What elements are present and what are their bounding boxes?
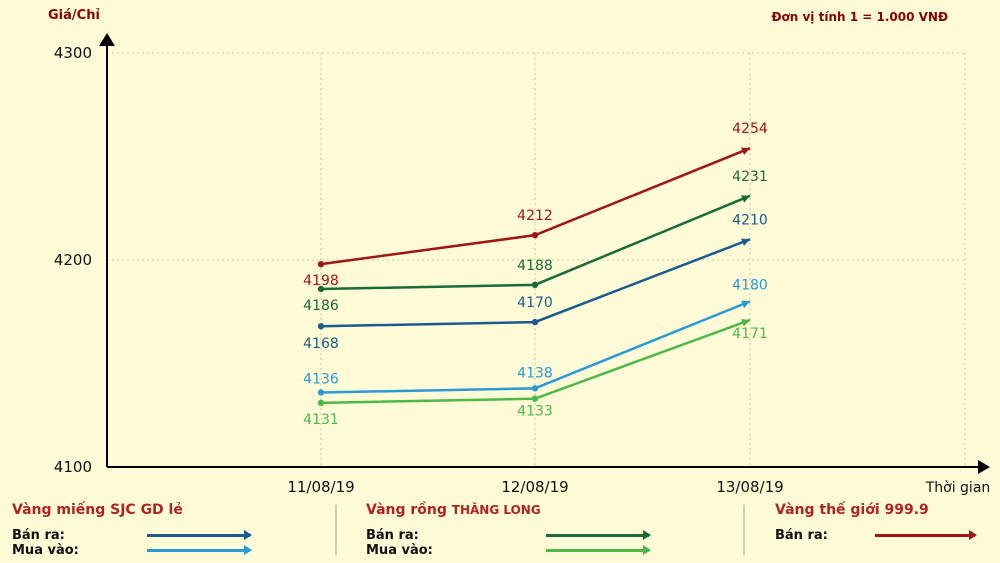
data-label: 4136 [303, 371, 339, 387]
data-point [531, 231, 539, 239]
data-point-arrow [741, 195, 750, 203]
data-label: 4131 [303, 412, 339, 428]
data-label: 4212 [517, 208, 553, 224]
legend-line-thanglong-buy [546, 545, 651, 555]
legend-title-world: Vàng thế giới 999.9 [775, 502, 929, 518]
data-point-arrow [741, 238, 750, 246]
x-tick-label: 11/08/19 [287, 478, 354, 496]
legend-group-world: Vàng thế giới 999.9 Bán ra: [775, 497, 995, 563]
y-axis-title: Giá/Chỉ [48, 8, 100, 23]
legend-title-thanglong-prefix: Vàng rồng [366, 502, 452, 518]
legend-divider [335, 505, 337, 555]
data-point [531, 281, 539, 289]
legend-title-thanglong: Vàng rồng THĂNG LONG [366, 502, 541, 518]
data-point [317, 285, 325, 293]
data-label: 4171 [732, 326, 768, 342]
data-label: 4138 [517, 365, 553, 381]
legend-line-world-sell [875, 530, 977, 540]
gold-price-chart: 4100 4200 4300 11/08/19 12/08/19 13/08/19 Thời… [54, 33, 991, 496]
data-label: 4133 [517, 404, 553, 420]
data-point-arrow [741, 300, 750, 309]
y-tick-label: 4300 [54, 44, 92, 62]
data-point [531, 385, 539, 392]
data-point [317, 323, 325, 330]
data-label: 4231 [732, 169, 768, 185]
data-label: 4170 [517, 295, 553, 311]
data-label: 4180 [732, 277, 768, 293]
legend-title-thanglong-brand: THĂNG LONG [451, 503, 541, 517]
legend-group-sjc: Vàng miếng SJC GD lẻ Bán ra: Mua vào: [12, 497, 332, 563]
legend-label-sjc-sell: Bán ra: [12, 528, 65, 543]
data-label: 4188 [517, 258, 553, 274]
unit-note: Đơn vị tính 1 = 1.000 VNĐ [771, 10, 948, 24]
legend-divider [743, 505, 745, 555]
legend-line-thanglong-sell [546, 530, 651, 540]
y-tick-label: 4100 [54, 458, 92, 476]
data-label: 4210 [732, 212, 768, 228]
legend: Vàng miếng SJC GD lẻ Bán ra: Mua vào: Và… [0, 497, 1000, 563]
y-tick-label: 4200 [54, 251, 92, 269]
legend-title-sjc: Vàng miếng SJC GD lẻ [12, 502, 183, 518]
x-tick-label: 12/08/19 [501, 478, 568, 496]
data-point [531, 318, 539, 326]
data-label: 4168 [303, 336, 339, 352]
legend-label-sjc-buy: Mua vào: [12, 543, 79, 558]
data-point-arrow [741, 147, 750, 155]
legend-line-sjc-buy [147, 545, 252, 555]
data-label: 4254 [732, 121, 768, 137]
x-axis-title: Thời gian [925, 480, 991, 496]
data-label: 4198 [303, 273, 339, 289]
legend-label-thanglong-buy: Mua vào: [366, 543, 433, 558]
y-axis-arrow [99, 33, 115, 46]
series-line [320, 147, 751, 266]
data-point [531, 395, 539, 402]
data-point [317, 389, 325, 396]
x-tick-label: 13/08/19 [716, 478, 783, 496]
legend-line-sjc-sell [147, 530, 252, 540]
data-point-arrow [741, 319, 750, 327]
legend-group-thanglong: Vàng rồng THĂNG LONG Bán ra: Mua vào: [366, 497, 686, 563]
legend-label-thanglong-sell: Bán ra: [366, 528, 419, 543]
data-label: 4186 [303, 298, 339, 314]
legend-label-world-sell: Bán ra: [775, 528, 828, 543]
data-point [317, 260, 325, 268]
data-point [317, 399, 325, 407]
x-axis-arrow [978, 460, 990, 474]
